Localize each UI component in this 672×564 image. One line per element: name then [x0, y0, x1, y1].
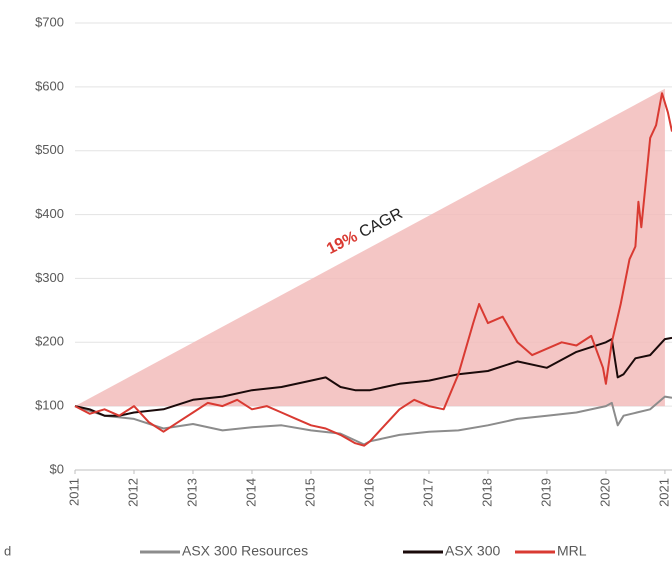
x-tick-label: 2012	[125, 478, 140, 507]
y-tick-label: $100	[35, 398, 64, 413]
y-tick-label: $700	[35, 14, 64, 29]
series-line	[74, 336, 672, 417]
legend-label: MRL	[557, 543, 587, 559]
x-tick-label: 2014	[243, 478, 258, 507]
x-tick-label: 2016	[361, 478, 376, 507]
y-tick-label: $400	[35, 206, 64, 221]
x-tick-label: 2018	[479, 478, 494, 507]
x-tick-label: 2011	[66, 478, 81, 506]
series-line	[74, 92, 672, 447]
series-line	[74, 395, 672, 446]
y-tick-label: $0	[50, 461, 64, 476]
y-tick-label: $200	[35, 334, 64, 349]
x-tick-label: 2017	[420, 478, 435, 507]
x-tick-label: 2021	[656, 478, 671, 507]
y-tick-label: $600	[35, 78, 64, 93]
x-tick-label: 2015	[302, 478, 317, 507]
y-tick-label: $500	[35, 142, 64, 157]
legend-label: ASX 300 Resources	[182, 543, 308, 559]
cagr-band	[75, 88, 665, 407]
note: d	[4, 543, 11, 558]
x-tick-label: 2013	[184, 478, 199, 507]
y-tick-label: $300	[35, 270, 64, 285]
x-tick-label: 2020	[597, 478, 612, 507]
legend-label: ASX 300	[445, 543, 500, 559]
x-tick-label: 2019	[538, 478, 553, 507]
